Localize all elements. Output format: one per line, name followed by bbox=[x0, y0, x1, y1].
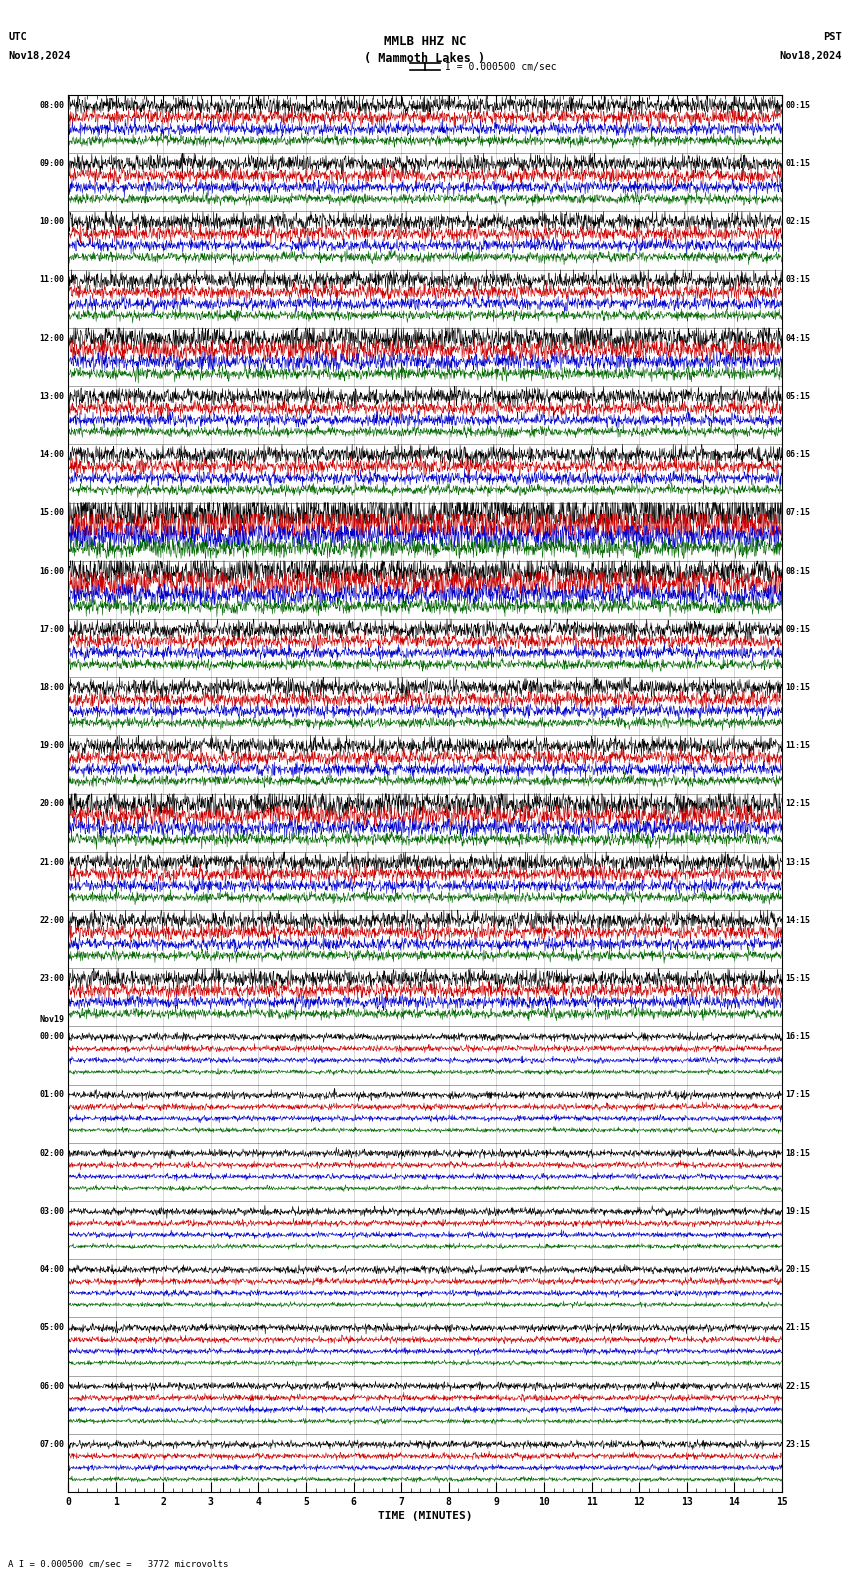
Text: 13:00: 13:00 bbox=[39, 391, 65, 401]
Text: 22:00: 22:00 bbox=[39, 916, 65, 925]
Text: 18:00: 18:00 bbox=[39, 683, 65, 692]
Text: Nov18,2024: Nov18,2024 bbox=[779, 51, 842, 60]
Text: 21:15: 21:15 bbox=[785, 1323, 811, 1332]
Text: I = 0.000500 cm/sec: I = 0.000500 cm/sec bbox=[445, 62, 556, 71]
Text: 10:15: 10:15 bbox=[785, 683, 811, 692]
X-axis label: TIME (MINUTES): TIME (MINUTES) bbox=[377, 1511, 473, 1521]
Text: UTC: UTC bbox=[8, 32, 27, 41]
Text: 20:15: 20:15 bbox=[785, 1266, 811, 1274]
Text: 23:00: 23:00 bbox=[39, 974, 65, 984]
Text: 13:15: 13:15 bbox=[785, 857, 811, 866]
Text: 06:15: 06:15 bbox=[785, 450, 811, 459]
Text: Nov18,2024: Nov18,2024 bbox=[8, 51, 71, 60]
Text: A I = 0.000500 cm/sec =   3772 microvolts: A I = 0.000500 cm/sec = 3772 microvolts bbox=[8, 1559, 229, 1568]
Text: 21:00: 21:00 bbox=[39, 857, 65, 866]
Text: 11:15: 11:15 bbox=[785, 741, 811, 751]
Text: 17:15: 17:15 bbox=[785, 1090, 811, 1099]
Text: 16:15: 16:15 bbox=[785, 1033, 811, 1041]
Text: 04:00: 04:00 bbox=[39, 1266, 65, 1274]
Text: 11:00: 11:00 bbox=[39, 276, 65, 285]
Text: 19:00: 19:00 bbox=[39, 741, 65, 751]
Text: 03:15: 03:15 bbox=[785, 276, 811, 285]
Text: 01:15: 01:15 bbox=[785, 158, 811, 168]
Text: 06:00: 06:00 bbox=[39, 1381, 65, 1391]
Text: 02:15: 02:15 bbox=[785, 217, 811, 227]
Text: 00:00: 00:00 bbox=[39, 1033, 65, 1041]
Text: Nov19: Nov19 bbox=[39, 1014, 65, 1023]
Text: 23:15: 23:15 bbox=[785, 1440, 811, 1449]
Text: PST: PST bbox=[823, 32, 842, 41]
Text: 17:00: 17:00 bbox=[39, 624, 65, 634]
Text: 00:15: 00:15 bbox=[785, 101, 811, 109]
Text: 18:15: 18:15 bbox=[785, 1148, 811, 1158]
Text: 12:00: 12:00 bbox=[39, 334, 65, 342]
Text: ( Mammoth Lakes ): ( Mammoth Lakes ) bbox=[365, 52, 485, 65]
Text: 05:15: 05:15 bbox=[785, 391, 811, 401]
Text: 15:15: 15:15 bbox=[785, 974, 811, 984]
Text: 07:15: 07:15 bbox=[785, 508, 811, 518]
Text: 04:15: 04:15 bbox=[785, 334, 811, 342]
Text: 12:15: 12:15 bbox=[785, 800, 811, 808]
Text: 09:15: 09:15 bbox=[785, 624, 811, 634]
Text: 22:15: 22:15 bbox=[785, 1381, 811, 1391]
Text: 08:00: 08:00 bbox=[39, 101, 65, 109]
Text: 14:15: 14:15 bbox=[785, 916, 811, 925]
Text: 20:00: 20:00 bbox=[39, 800, 65, 808]
Text: 07:00: 07:00 bbox=[39, 1440, 65, 1449]
Text: 19:15: 19:15 bbox=[785, 1207, 811, 1217]
Text: 05:00: 05:00 bbox=[39, 1323, 65, 1332]
Text: 01:00: 01:00 bbox=[39, 1090, 65, 1099]
Text: 10:00: 10:00 bbox=[39, 217, 65, 227]
Text: 15:00: 15:00 bbox=[39, 508, 65, 518]
Text: MMLB HHZ NC: MMLB HHZ NC bbox=[383, 35, 467, 48]
Text: 09:00: 09:00 bbox=[39, 158, 65, 168]
Text: 16:00: 16:00 bbox=[39, 567, 65, 575]
Text: 14:00: 14:00 bbox=[39, 450, 65, 459]
Text: 03:00: 03:00 bbox=[39, 1207, 65, 1217]
Text: 08:15: 08:15 bbox=[785, 567, 811, 575]
Text: 02:00: 02:00 bbox=[39, 1148, 65, 1158]
